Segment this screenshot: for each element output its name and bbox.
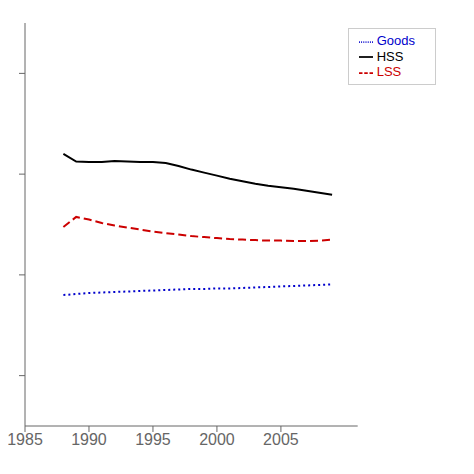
html-text:Goods: Goods (376, 33, 415, 48)
svg-text:1990: 1990 (71, 431, 107, 448)
svg-text:2005: 2005 (263, 431, 299, 448)
html-text:LSS: LSS (376, 64, 402, 80)
html-text:HSS: HSS (376, 48, 404, 64)
svg-text:2000: 2000 (199, 431, 235, 448)
svg-text:1985: 1985 (8, 431, 43, 448)
svg-text:1995: 1995 (135, 431, 171, 448)
